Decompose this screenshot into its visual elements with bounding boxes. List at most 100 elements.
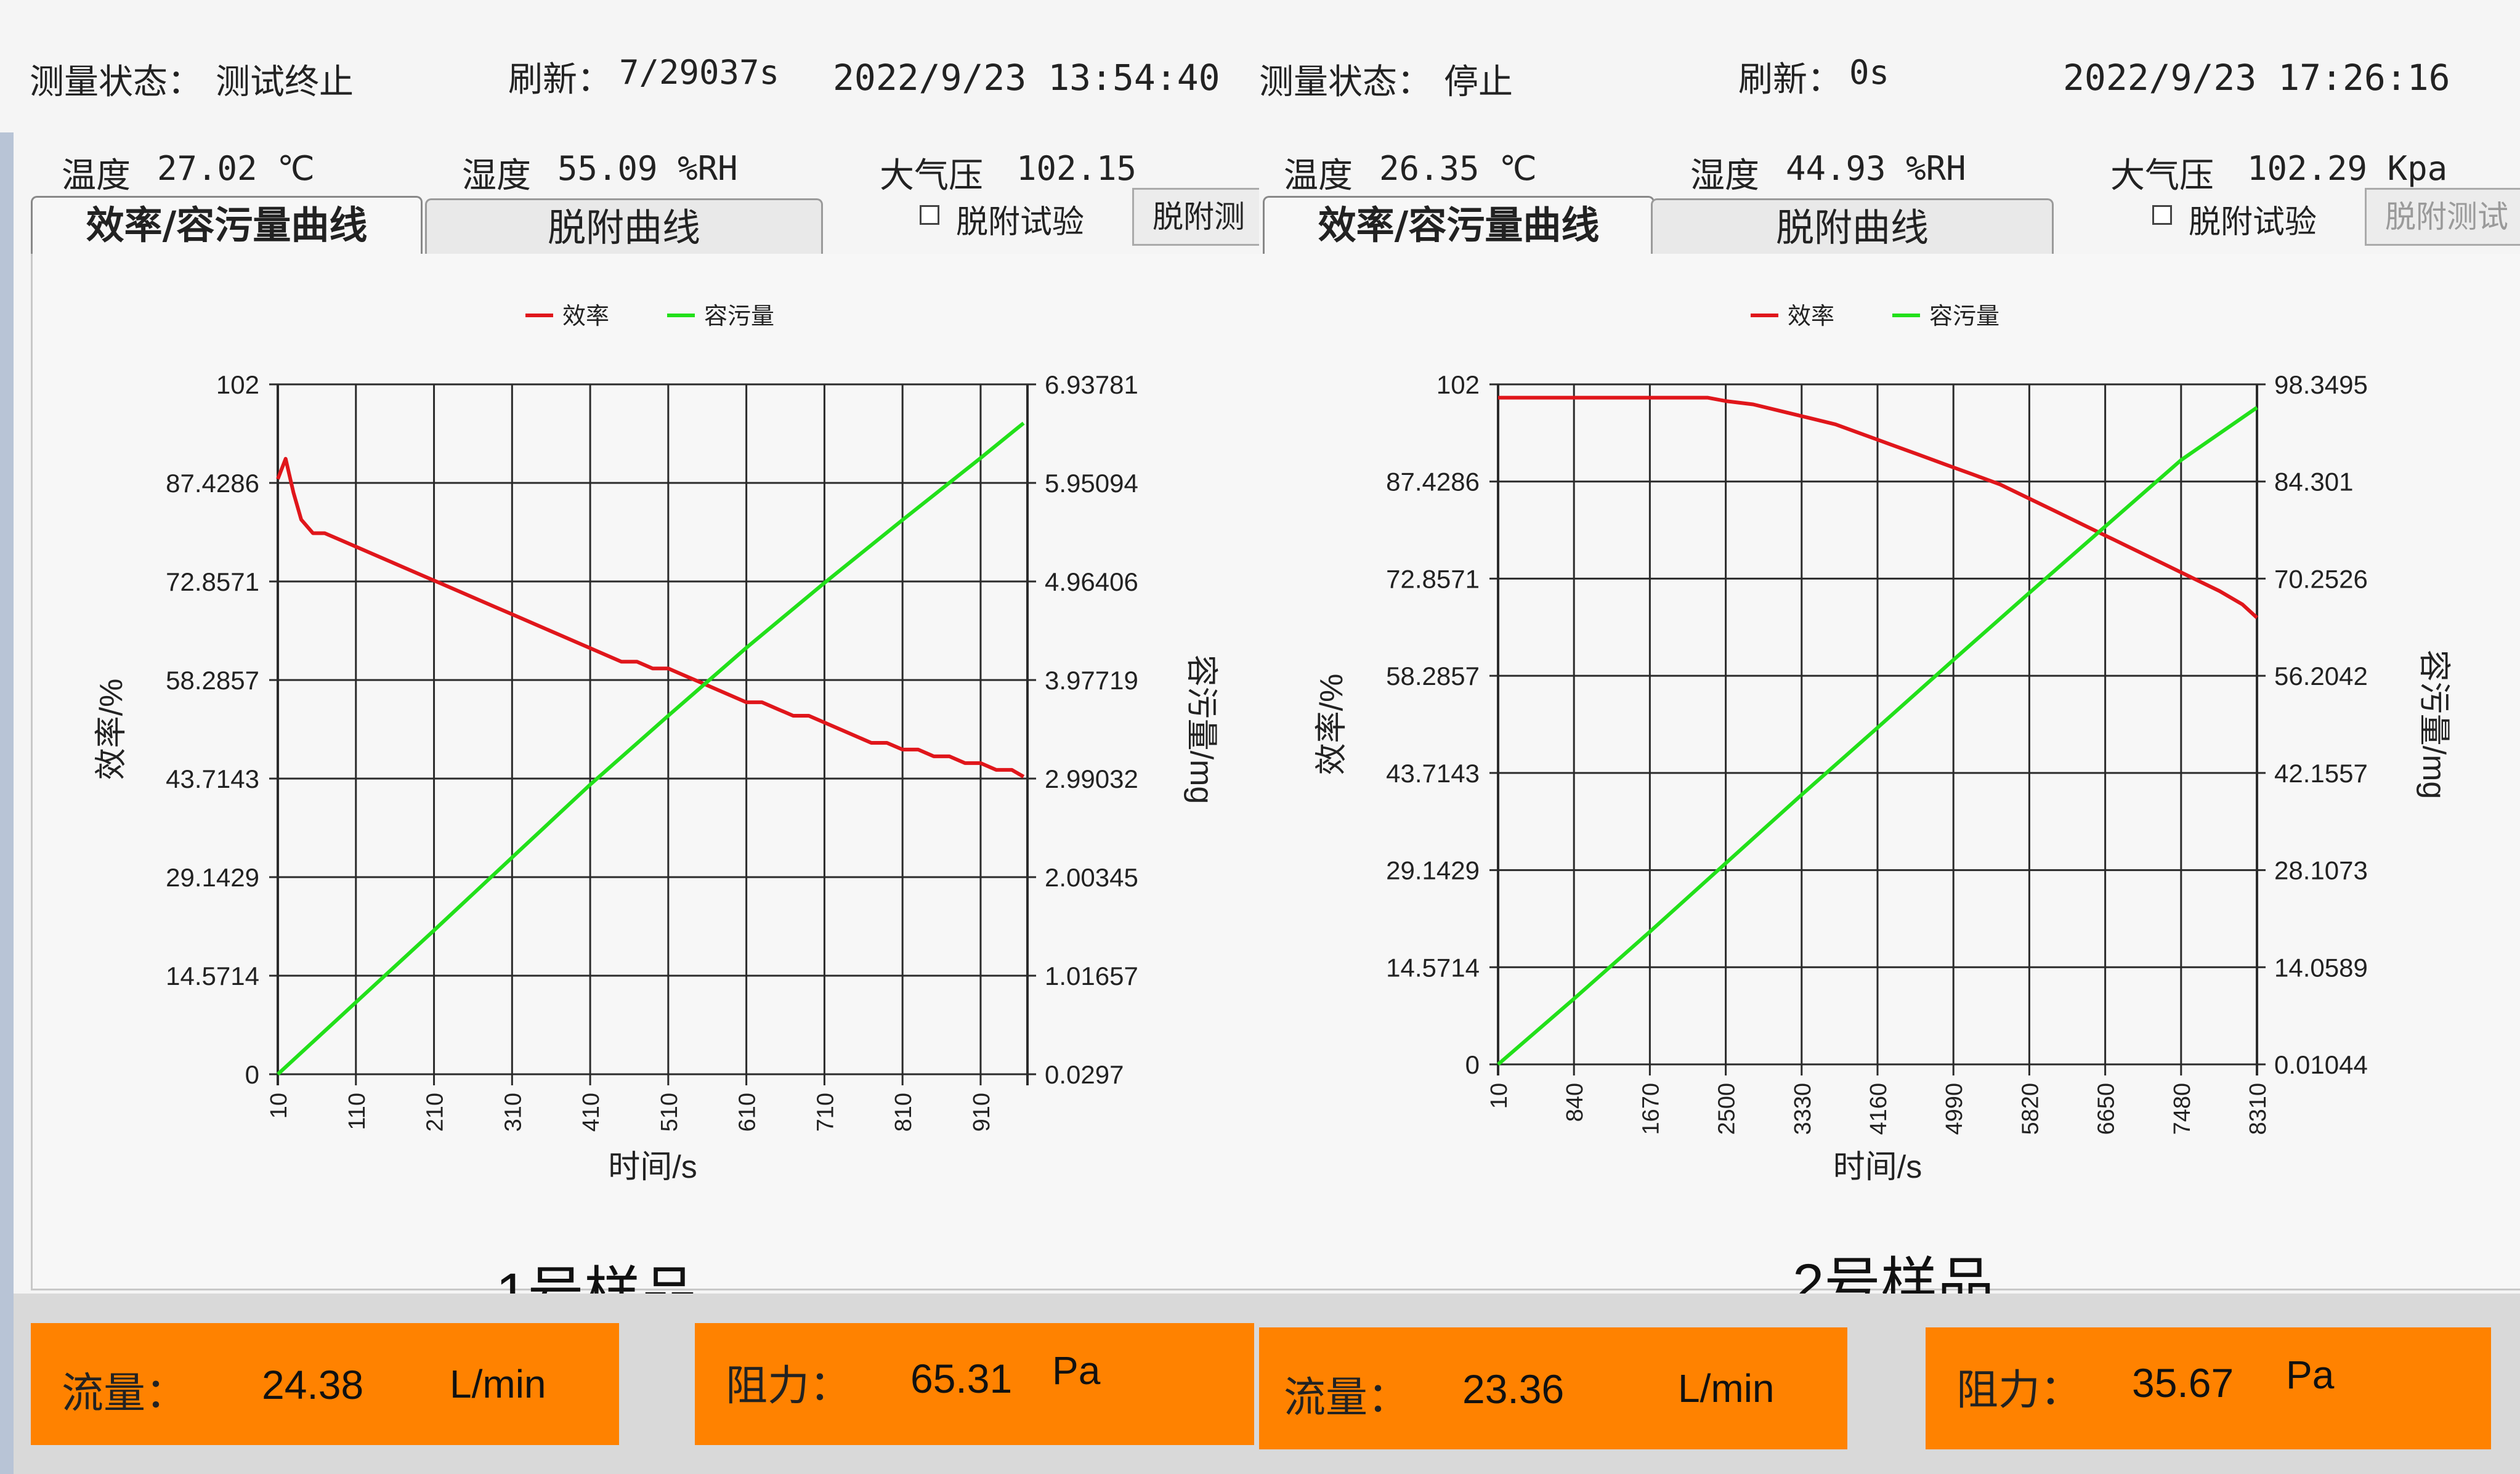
series-line-capacity bbox=[1497, 406, 2258, 1066]
y-right-tick-label: 14.0589 bbox=[2274, 953, 2368, 982]
x-tick-label: 10 bbox=[266, 1093, 292, 1119]
y-right-tick-label: 28.1073 bbox=[2274, 856, 2368, 885]
y-left-tick-label: 58.2857 bbox=[1386, 662, 1480, 690]
y-left-tick-label: 14.5714 bbox=[1386, 953, 1480, 982]
y-left-axis-title: 效率/% bbox=[1314, 674, 1350, 775]
x-tick-label: 3330 bbox=[1790, 1083, 1816, 1135]
y-right-tick-label: 42.1557 bbox=[2274, 759, 2368, 788]
y-left-tick-label: 58.2857 bbox=[166, 666, 259, 695]
tab-efficiency-capacity[interactable]: 效率/容污量曲线 bbox=[1263, 196, 1655, 257]
refresh-label: 刷新： bbox=[508, 60, 612, 100]
series-line-efficiency bbox=[1498, 395, 2259, 620]
desorption-checkbox[interactable] bbox=[920, 205, 939, 225]
humidity-label: 湿度 bbox=[1690, 156, 1759, 196]
y-right-tick-label: 0.0297 bbox=[1045, 1060, 1124, 1089]
y-left-tick-label: 72.8571 bbox=[1386, 564, 1480, 593]
x-tick-label: 4990 bbox=[1942, 1083, 1967, 1135]
x-tick-label: 710 bbox=[812, 1093, 838, 1132]
flow-unit: L/min bbox=[450, 1362, 546, 1406]
legend-label: 效率 bbox=[1788, 304, 1834, 330]
x-tick-label: 6650 bbox=[2094, 1083, 2120, 1135]
x-tick-label: 410 bbox=[578, 1093, 604, 1132]
tab-desorption[interactable]: 脱附曲线 bbox=[1651, 198, 2054, 256]
datetime: 2022/9/23 17:26:16 bbox=[2063, 57, 2450, 99]
y-right-tick-label: 2.99032 bbox=[1045, 764, 1138, 793]
refresh-label: 刷新： bbox=[1738, 60, 1842, 100]
flow-value: 24.38 bbox=[262, 1362, 364, 1407]
sample-panel-2: 测量状态： 停止 刷新： 0s 2022/9/23 17:26:16 温度 26… bbox=[1259, 0, 2520, 1474]
efficiency-capacity-chart: 0 0.01044 14.5714 14.0589 29.1429 28.1073 43.7… bbox=[1314, 304, 2452, 1185]
status-value: 停止 bbox=[1444, 62, 1513, 102]
desorption-checkbox-label: 脱附试验 bbox=[2189, 204, 2317, 241]
x-tick-label: 7480 bbox=[2170, 1083, 2195, 1135]
y-left-tick-label: 0 bbox=[1465, 1050, 1480, 1079]
resistance-readout: 阻力： 35.67 Pa bbox=[1926, 1327, 2491, 1449]
y-left-tick-label: 43.7143 bbox=[166, 764, 259, 793]
x-tick-label: 5820 bbox=[2017, 1083, 2043, 1135]
y-left-tick-label: 87.4286 bbox=[1386, 468, 1480, 496]
x-tick-label: 110 bbox=[344, 1093, 370, 1130]
y-right-tick-label: 5.95094 bbox=[1045, 469, 1138, 498]
x-tick-label: 8310 bbox=[2245, 1083, 2271, 1135]
tab-desorption[interactable]: 脱附曲线 bbox=[425, 198, 823, 256]
y-right-tick-label: 1.01657 bbox=[1045, 962, 1138, 990]
x-tick-label: 210 bbox=[423, 1093, 448, 1132]
x-tick-label: 1670 bbox=[1638, 1083, 1664, 1135]
y-left-tick-label: 14.5714 bbox=[166, 962, 259, 990]
temp-label: 温度 bbox=[1284, 156, 1353, 196]
flow-unit: L/min bbox=[1678, 1366, 1775, 1411]
y-right-tick-label: 98.3495 bbox=[2274, 370, 2368, 399]
y-left-tick-label: 29.1429 bbox=[1386, 856, 1480, 885]
humidity-value: 44.93 %RH bbox=[1786, 149, 1966, 188]
pressure-label: 大气压 bbox=[2110, 156, 2214, 196]
resistance-value: 35.67 bbox=[2132, 1360, 2234, 1406]
humidity-label: 湿度 bbox=[462, 156, 531, 196]
x-tick-label: 810 bbox=[891, 1093, 917, 1132]
x-axis-title: 时间/s bbox=[608, 1149, 697, 1185]
desorption-checkbox[interactable] bbox=[2152, 205, 2172, 225]
x-tick-label: 2500 bbox=[1714, 1083, 1740, 1135]
y-left-tick-label: 87.4286 bbox=[166, 469, 259, 498]
series-line-efficiency bbox=[276, 456, 1025, 779]
resistance-unit: Pa bbox=[1052, 1348, 1101, 1393]
y-left-tick-label: 43.7143 bbox=[1386, 759, 1480, 788]
chart-area: 0 0.0297 14.5714 1.01657 29.1429 2.00345 43.71… bbox=[31, 254, 1263, 1290]
pressure-value: 102.29 Kpa bbox=[2247, 149, 2448, 188]
y-left-tick-label: 72.8571 bbox=[166, 567, 259, 596]
legend-label: 容污量 bbox=[1929, 304, 1999, 330]
efficiency-capacity-chart: 0 0.0297 14.5714 1.01657 29.1429 2.00345 43.71… bbox=[94, 304, 1219, 1185]
humidity-value: 55.09 %RH bbox=[557, 149, 738, 188]
y-right-axis-title: 容污量/mg bbox=[2416, 650, 2452, 800]
flow-readout: 流量： 23.36 L/min bbox=[1259, 1327, 1847, 1449]
y-right-axis-title: 容污量/mg bbox=[1183, 655, 1219, 804]
status-label: 测量状态： bbox=[1259, 62, 1432, 102]
series-line-capacity bbox=[276, 421, 1025, 1076]
y-right-tick-label: 70.2526 bbox=[2274, 564, 2368, 593]
sample-panel-1: 测量状态： 测试终止 刷新： 7/29037s 2022/9/23 13:54:… bbox=[0, 0, 1279, 1474]
x-tick-label: 510 bbox=[657, 1093, 683, 1132]
temp-value: 26.35 ℃ bbox=[1379, 149, 1537, 188]
y-left-tick-label: 29.1429 bbox=[166, 863, 259, 892]
x-tick-label: 4160 bbox=[1866, 1083, 1892, 1135]
y-right-tick-label: 0.01044 bbox=[2274, 1050, 2368, 1079]
resistance-unit: Pa bbox=[2286, 1353, 2335, 1397]
tab-efficiency-capacity[interactable]: 效率/容污量曲线 bbox=[31, 196, 423, 257]
desorption-test-button[interactable]: 脱附测试 bbox=[2365, 188, 2520, 246]
y-right-tick-label: 6.93781 bbox=[1045, 370, 1138, 399]
legend-label: 效率 bbox=[562, 304, 609, 330]
x-tick-label: 610 bbox=[735, 1093, 761, 1132]
x-tick-label: 10 bbox=[1486, 1083, 1512, 1109]
resistance-readout: 阻力： 65.31 Pa bbox=[695, 1323, 1254, 1445]
y-right-tick-label: 84.301 bbox=[2274, 468, 2353, 496]
status-value: 测试终止 bbox=[216, 62, 354, 102]
resistance-label: 阻力： bbox=[1956, 1367, 2083, 1414]
resistance-value: 65.31 bbox=[910, 1356, 1013, 1401]
temp-label: 温度 bbox=[62, 156, 131, 196]
x-tick-label: 910 bbox=[969, 1093, 995, 1132]
desorption-test-button[interactable]: 脱附测 bbox=[1132, 188, 1279, 246]
refresh-value: 7/29037s bbox=[619, 53, 780, 92]
window-left-edge bbox=[0, 132, 14, 1474]
temp-value: 27.02 ℃ bbox=[157, 149, 315, 188]
x-tick-label: 310 bbox=[500, 1093, 526, 1132]
y-right-tick-label: 56.2042 bbox=[2274, 662, 2368, 690]
